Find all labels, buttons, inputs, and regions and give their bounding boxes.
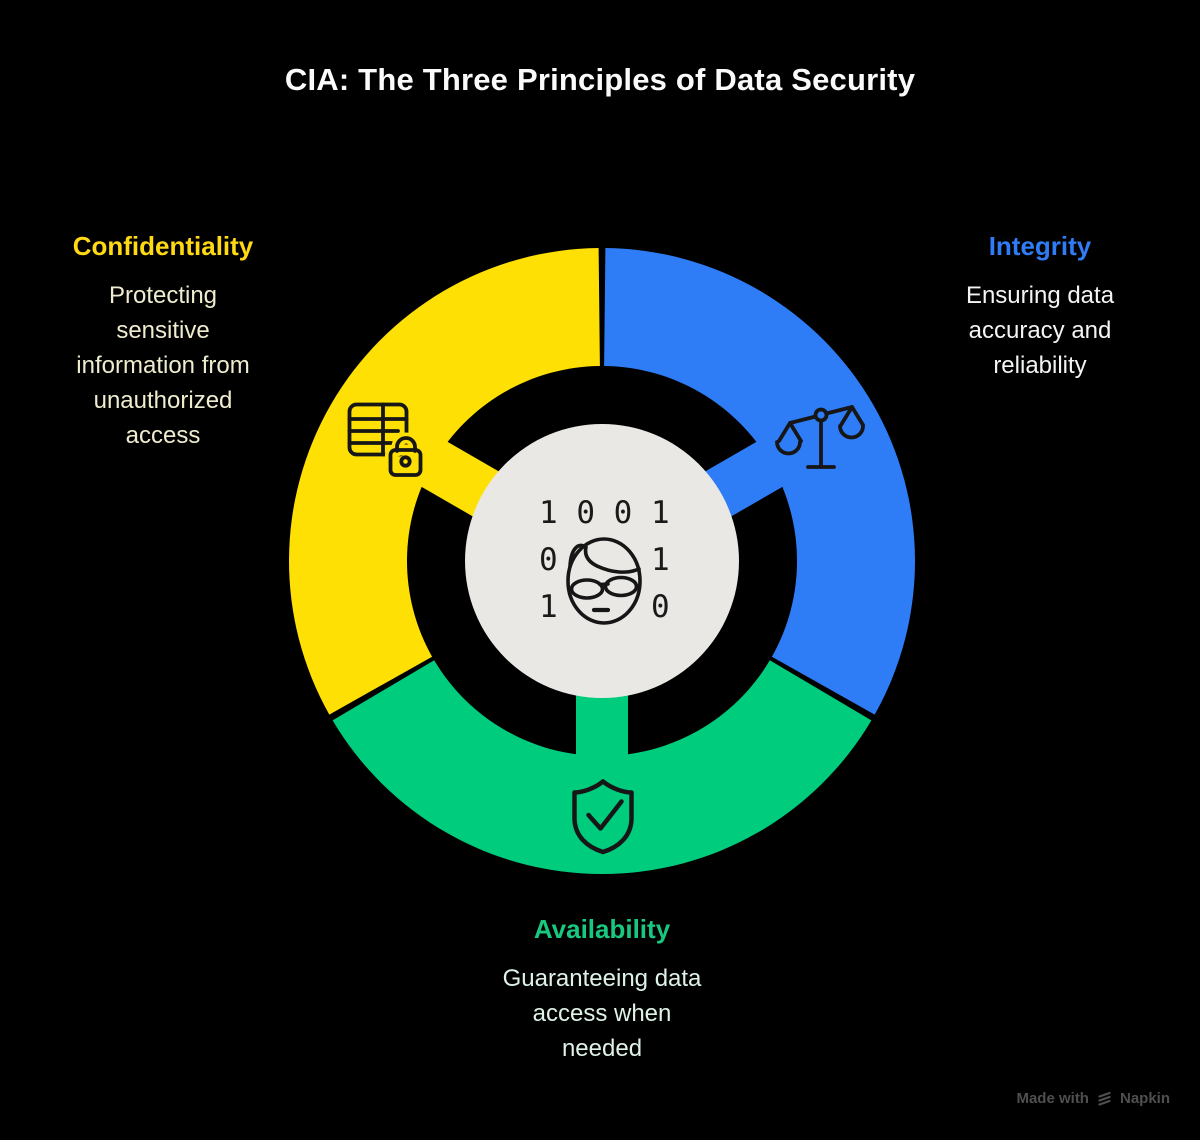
integrity-heading: Integrity bbox=[988, 231, 1092, 261]
balance-scales-icon bbox=[775, 405, 865, 469]
confidentiality-description: Protecting sensitive information from un… bbox=[76, 282, 250, 449]
page-title: CIA: The Three Principles of Data Securi… bbox=[284, 62, 916, 97]
coder-face-icon bbox=[566, 537, 642, 625]
availability-description: Guaranteeing data access when needed bbox=[502, 965, 702, 1062]
confidentiality-ring-arc bbox=[289, 248, 600, 715]
segment-availability bbox=[332, 660, 872, 875]
integrity-label-block: Integrity Ensuring data accuracy and rel… bbox=[940, 231, 1140, 383]
integrity-description: Ensuring data accuracy and reliability bbox=[965, 282, 1115, 379]
confidentiality-heading: Confidentiality bbox=[72, 231, 254, 261]
binary-code-text: 1 0 0 1 0 1 1 0 bbox=[539, 495, 670, 625]
availability-spoke bbox=[576, 687, 628, 761]
napkin-logo-icon bbox=[1098, 1091, 1111, 1106]
table-lock-icon bbox=[347, 402, 426, 481]
availability-ring-arc bbox=[332, 660, 872, 875]
availability-heading: Availability bbox=[533, 914, 671, 944]
integrity-ring-arc bbox=[604, 248, 915, 715]
confidentiality-label-block: Confidentiality Protecting sensitive inf… bbox=[38, 231, 288, 453]
availability-label-block: Availability Guaranteeing data access wh… bbox=[452, 914, 752, 1066]
center-circle bbox=[465, 424, 739, 698]
shield-check-icon bbox=[572, 779, 634, 855]
made-with-text: Made with bbox=[1016, 1090, 1089, 1107]
made-with-napkin-badge[interactable]: Made with Napkin bbox=[1016, 1090, 1170, 1107]
napkin-brand-text: Napkin bbox=[1119, 1090, 1170, 1107]
